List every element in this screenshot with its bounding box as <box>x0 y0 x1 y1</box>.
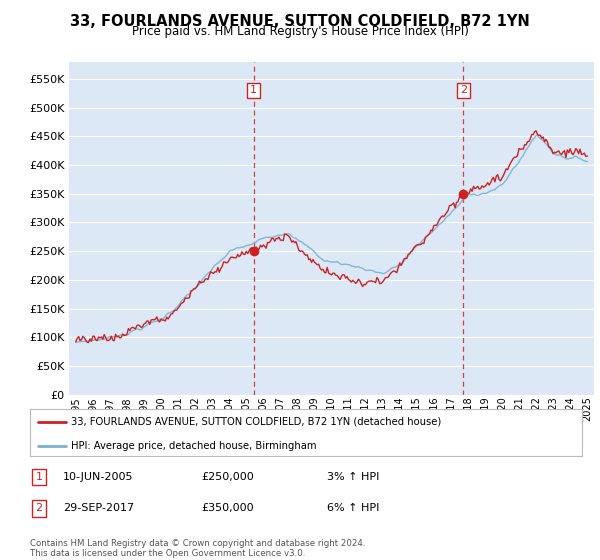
Text: £350,000: £350,000 <box>201 503 254 514</box>
Text: 10-JUN-2005: 10-JUN-2005 <box>63 472 133 482</box>
Text: 33, FOURLANDS AVENUE, SUTTON COLDFIELD, B72 1YN: 33, FOURLANDS AVENUE, SUTTON COLDFIELD, … <box>70 14 530 29</box>
Text: £250,000: £250,000 <box>201 472 254 482</box>
Text: Contains HM Land Registry data © Crown copyright and database right 2024.
This d: Contains HM Land Registry data © Crown c… <box>30 539 365 558</box>
Text: 2: 2 <box>35 503 43 514</box>
Text: 2: 2 <box>460 85 467 95</box>
Text: 29-SEP-2017: 29-SEP-2017 <box>63 503 134 514</box>
Text: 1: 1 <box>35 472 43 482</box>
Text: Price paid vs. HM Land Registry's House Price Index (HPI): Price paid vs. HM Land Registry's House … <box>131 25 469 38</box>
Text: HPI: Average price, detached house, Birmingham: HPI: Average price, detached house, Birm… <box>71 441 317 451</box>
Text: 3% ↑ HPI: 3% ↑ HPI <box>327 472 379 482</box>
Text: 1: 1 <box>250 85 257 95</box>
Text: 33, FOURLANDS AVENUE, SUTTON COLDFIELD, B72 1YN (detached house): 33, FOURLANDS AVENUE, SUTTON COLDFIELD, … <box>71 417 442 427</box>
Text: 6% ↑ HPI: 6% ↑ HPI <box>327 503 379 514</box>
